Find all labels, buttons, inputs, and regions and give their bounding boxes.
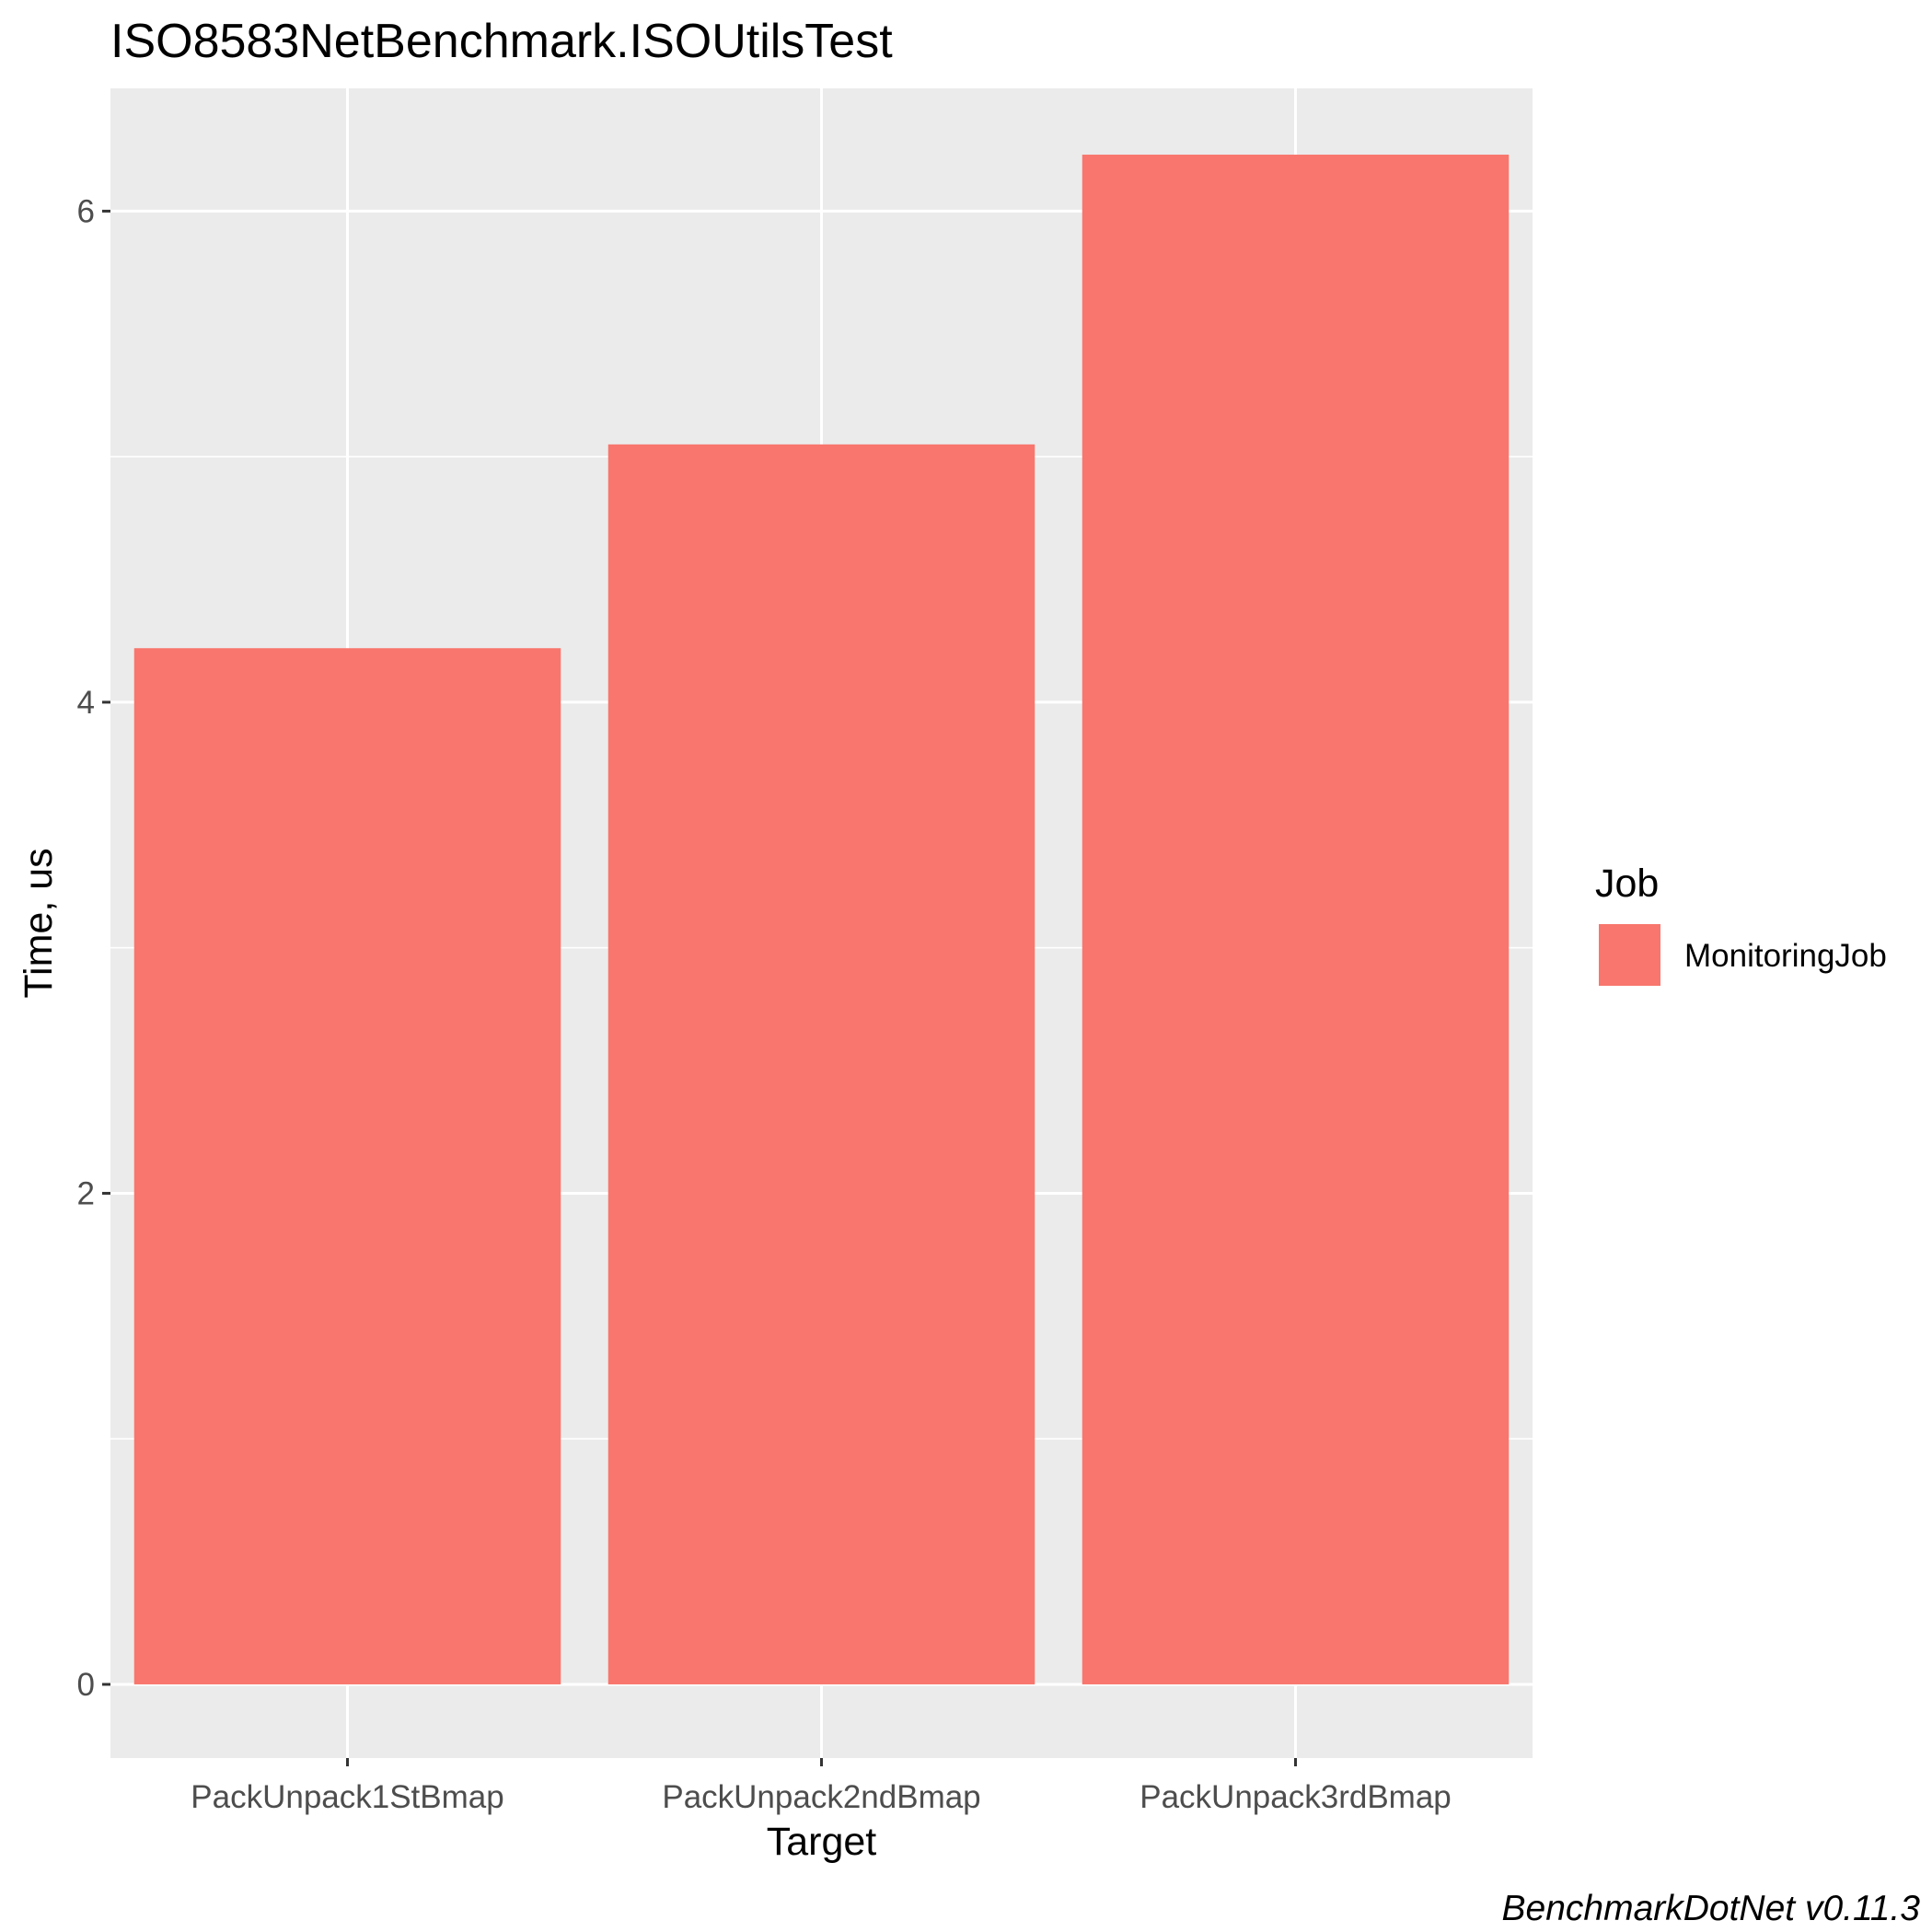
caption: BenchmarkDotNet v0.11.3 — [1502, 1889, 1921, 1928]
y-tick-label: 2 — [77, 1175, 95, 1211]
y-axis: 0 2 4 6 — [77, 193, 110, 1703]
y-axis-title: Time, us — [17, 848, 61, 998]
y-tick-label: 6 — [77, 193, 95, 229]
x-tick-label: PackUnpack1StBmap — [191, 1779, 503, 1815]
x-axis: PackUnpack1StBmap PackUnpack2ndBmap PackUn… — [191, 1758, 1452, 1815]
legend-key-monitoringjob — [1599, 924, 1660, 986]
x-axis-title: Target — [767, 1820, 877, 1864]
bar-packunpack1stbmap — [133, 648, 561, 1684]
bar-packunpack3rdbmap — [1082, 155, 1510, 1684]
legend: Job MonitoringJob — [1595, 862, 1887, 986]
bars — [133, 155, 1510, 1684]
x-tick-label: PackUnpack2ndBmap — [662, 1779, 980, 1815]
chart-title: ISO8583NetBenchmark.ISOUtilsTest — [110, 15, 893, 68]
x-tick-label: PackUnpack3rdBmap — [1140, 1779, 1452, 1815]
legend-title: Job — [1595, 862, 1659, 906]
bar-packunpack2ndbmap — [607, 444, 1035, 1684]
y-tick-label: 4 — [77, 685, 95, 721]
y-tick-label: 0 — [77, 1667, 95, 1703]
legend-label-monitoringjob: MonitoringJob — [1684, 938, 1887, 974]
